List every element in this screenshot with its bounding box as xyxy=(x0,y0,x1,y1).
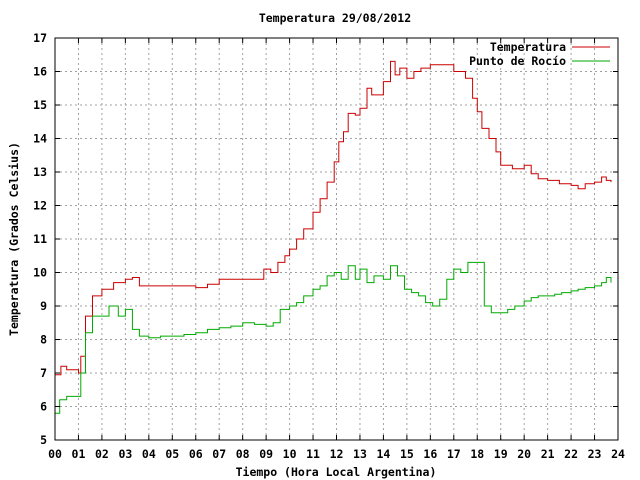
x-tick-label: 10 xyxy=(283,447,297,461)
x-tick-label: 12 xyxy=(330,447,344,461)
x-tick-label: 20 xyxy=(517,447,531,461)
y-tick-label: 5 xyxy=(40,433,47,447)
y-tick-label: 10 xyxy=(33,266,47,280)
x-tick-label: 04 xyxy=(142,447,156,461)
y-tick-label: 6 xyxy=(40,400,47,414)
chart-title: Temperatura 29/08/2012 xyxy=(259,11,411,25)
x-tick-label: 02 xyxy=(95,447,109,461)
y-tick-label: 13 xyxy=(33,165,47,179)
x-tick-label: 23 xyxy=(588,447,602,461)
y-tick-label: 12 xyxy=(33,199,47,213)
x-tick-label: 05 xyxy=(165,447,179,461)
y-tick-label: 8 xyxy=(40,333,47,347)
series-layer xyxy=(55,60,612,414)
x-tick-label: 19 xyxy=(494,447,508,461)
x-tick-label: 22 xyxy=(564,447,578,461)
series-line-temperatura xyxy=(55,60,612,376)
x-tick-label: 11 xyxy=(306,447,320,461)
x-tick-label: 08 xyxy=(236,447,250,461)
x-tick-label: 07 xyxy=(212,447,226,461)
x-tick-label: 15 xyxy=(400,447,414,461)
x-tick-label: 24 xyxy=(611,447,625,461)
x-tick-label: 01 xyxy=(72,447,86,461)
legend-label-temperatura: Temperatura xyxy=(490,40,566,54)
x-tick-label: 13 xyxy=(353,447,367,461)
y-tick-label: 11 xyxy=(33,232,47,246)
x-tick-label: 09 xyxy=(259,447,273,461)
x-tick-label: 06 xyxy=(189,447,203,461)
x-tick-label: 21 xyxy=(541,447,555,461)
grid xyxy=(55,38,618,440)
y-tick-label: 7 xyxy=(40,366,47,380)
y-tick-label: 15 xyxy=(33,98,47,112)
y-axis-label: Temperatura (Grados Celsius) xyxy=(7,142,21,336)
series-line-punto-de-rocio xyxy=(55,261,612,414)
legend: Temperatura Punto de Rocío xyxy=(469,40,610,68)
y-tick-label: 9 xyxy=(40,299,47,313)
x-tick-label: 18 xyxy=(470,447,484,461)
x-tick-label: 03 xyxy=(118,447,132,461)
legend-label-punto-de-rocio: Punto de Rocío xyxy=(469,54,566,68)
ticks: 00 01 02 03 04 05 06 07 08 09 10 11 12 13 14 15 16 17 18 19… xyxy=(33,31,625,461)
x-tick-label: 00 xyxy=(48,447,62,461)
y-tick-label: 14 xyxy=(33,132,47,146)
y-tick-label: 17 xyxy=(33,31,47,45)
x-axis-label: Tiempo (Hora Local Argentina) xyxy=(236,465,437,479)
y-tick-label: 16 xyxy=(33,65,47,79)
x-tick-label: 17 xyxy=(447,447,461,461)
x-tick-label: 16 xyxy=(423,447,437,461)
x-tick-label: 14 xyxy=(376,447,390,461)
